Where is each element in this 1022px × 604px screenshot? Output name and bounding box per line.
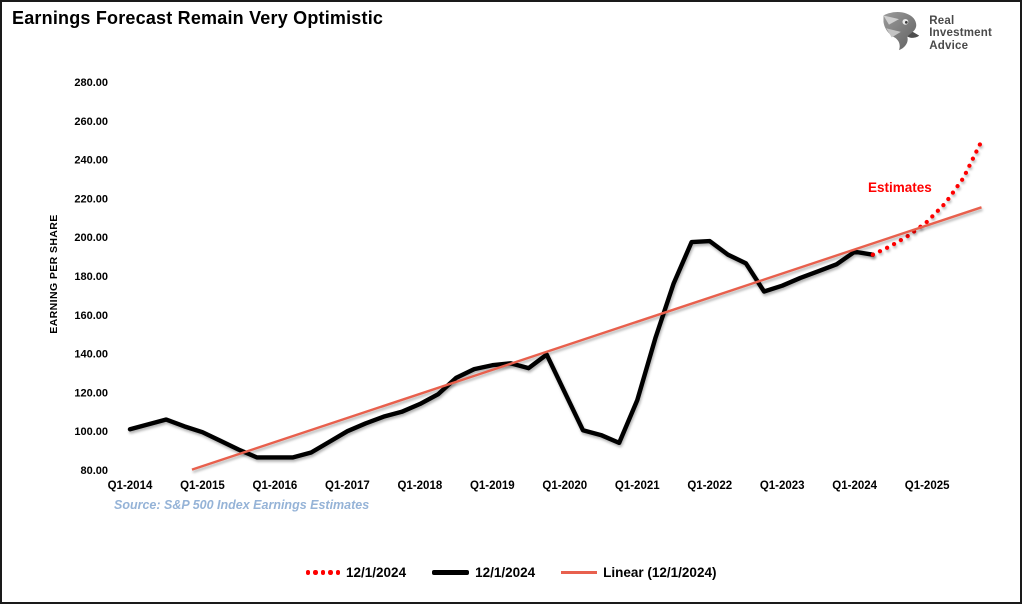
plot-series bbox=[127, 139, 984, 471]
logo-line-2: Investment bbox=[929, 27, 992, 40]
y-tick-label: 180.00 bbox=[74, 271, 108, 283]
y-tick-label: 280.00 bbox=[74, 77, 108, 89]
y-axis-tick-labels: 280.00 260.00 240.00 220.00 200.00 180.00 160.… bbox=[74, 77, 108, 477]
legend-item-estimates: 12/1/2024 bbox=[305, 565, 407, 580]
real-investment-advice-logo: Real Investment Advice bbox=[877, 10, 992, 57]
actuals-series-line bbox=[127, 238, 875, 460]
x-tick-label: Q1-2021 bbox=[615, 480, 660, 492]
legend-label: 12/1/2024 bbox=[346, 565, 407, 580]
x-tick-label: Q1-2016 bbox=[253, 480, 298, 492]
x-tick-label: Q1-2023 bbox=[760, 480, 805, 492]
estimates-series-dotted-line bbox=[870, 139, 984, 257]
x-tick-label: Q1-2024 bbox=[832, 480, 877, 492]
y-tick-label: 140.00 bbox=[74, 349, 108, 361]
trend-line bbox=[191, 206, 982, 471]
logo-line-3: Advice bbox=[929, 39, 969, 52]
source-note: Source: S&P 500 Index Earnings Estimates bbox=[114, 498, 369, 512]
y-tick-label: 160.00 bbox=[74, 310, 108, 322]
y-tick-label: 200.00 bbox=[74, 232, 108, 244]
legend-item-trendline: Linear (12/1/2024) bbox=[561, 565, 716, 580]
legend-label: 12/1/2024 bbox=[475, 565, 536, 580]
x-tick-label: Q1-2022 bbox=[687, 480, 732, 492]
x-tick-label: Q1-2017 bbox=[325, 480, 370, 492]
x-tick-label: Q1-2020 bbox=[542, 480, 587, 492]
y-tick-label: 220.00 bbox=[74, 193, 108, 205]
y-tick-label: 120.00 bbox=[74, 387, 108, 399]
legend-solid-line-sample bbox=[432, 570, 470, 575]
x-tick-label: Q1-2019 bbox=[470, 480, 515, 492]
x-tick-label: Q1-2015 bbox=[180, 480, 225, 492]
x-tick-label: Q1-2014 bbox=[108, 480, 153, 492]
x-tick-label: Q1-2018 bbox=[397, 480, 442, 492]
estimates-annotation: Estimates bbox=[868, 180, 932, 195]
eagle-icon bbox=[877, 10, 921, 57]
y-tick-label: 100.00 bbox=[74, 426, 108, 438]
page-title: Earnings Forecast Remain Very Optimistic bbox=[12, 8, 384, 28]
logo-line-1: Real bbox=[929, 14, 955, 27]
legend-dotted-line-sample bbox=[305, 570, 341, 575]
legend-item-actuals: 12/1/2024 bbox=[432, 565, 535, 580]
legend-trend-line-sample bbox=[561, 571, 598, 574]
logo-wordmark: Real Investment Advice bbox=[929, 15, 992, 53]
y-tick-label: 80.00 bbox=[80, 465, 108, 477]
legend-label: Linear (12/1/2024) bbox=[603, 565, 717, 580]
x-tick-label: Q1-2025 bbox=[905, 480, 950, 492]
chart-legend: 12/1/2024 12/1/2024 Linear (12/1/2024) bbox=[2, 565, 1020, 580]
y-axis-title: EARNING PER SHARE bbox=[48, 214, 60, 333]
y-tick-label: 240.00 bbox=[74, 155, 108, 167]
y-tick-label: 260.00 bbox=[74, 116, 108, 128]
x-axis-tick-labels: Q1-2014 Q1-2015 Q1-2016 Q1-2017 Q1-2018 Q1-20… bbox=[108, 480, 951, 492]
